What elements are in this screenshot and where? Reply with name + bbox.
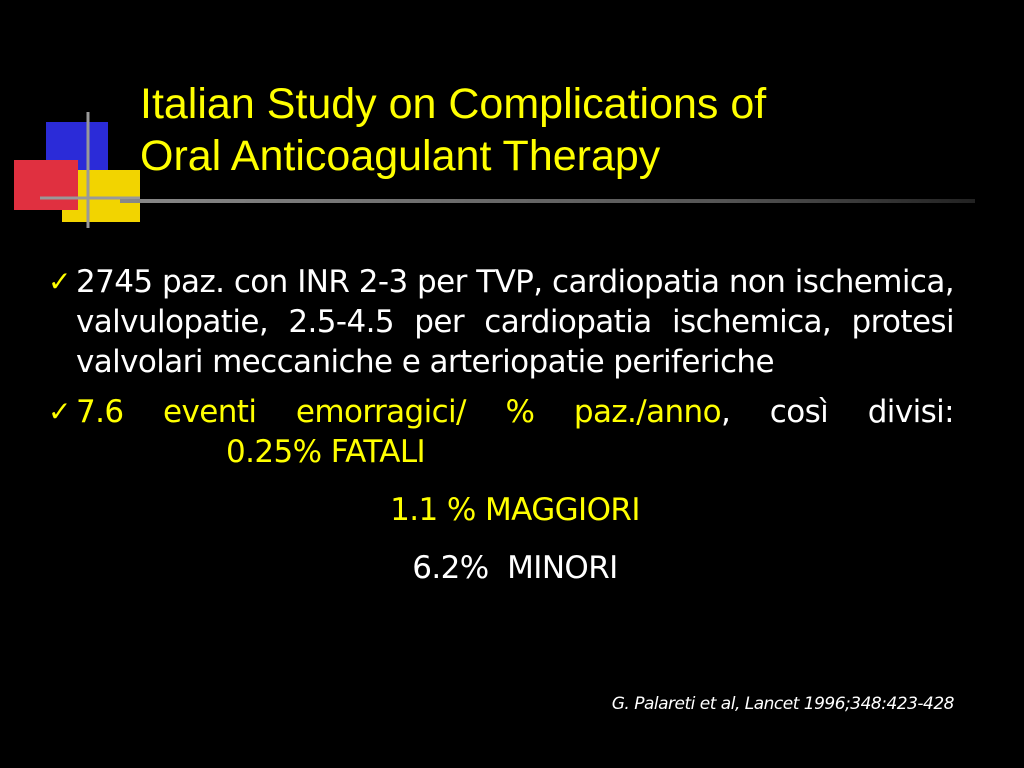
bullet-highlight: 7.6 eventi emorragici/ % paz./anno: [76, 394, 722, 430]
check-icon: ✓: [48, 265, 71, 298]
bullet: ✓ 2745 paz. con INR 2-3 per TVP, cardiop…: [48, 262, 955, 382]
title: Italian Study on Complications of Oral A…: [140, 78, 766, 182]
sub-item: 0.25% FATALI: [226, 434, 426, 470]
bullet: ✓ 7.6 eventi emorragici/ % paz./anno, co…: [48, 392, 955, 472]
bullet-text: 2745 paz. con INR 2-3 per TVP, cardiopat…: [76, 264, 955, 380]
title-line: Oral Anticoagulant Therapy: [140, 132, 661, 180]
logo: [14, 112, 140, 228]
sub-item: 1.1 % MAGGIORI: [390, 492, 640, 528]
citation: G. Palareti et al, Lancet 1996;348:423-4…: [611, 694, 955, 714]
sub-item: 6.2% MINORI: [412, 550, 618, 586]
content: ✓ 2745 paz. con INR 2-3 per TVP, cardiop…: [48, 262, 955, 588]
title-line: Italian Study on Complications of: [140, 80, 767, 128]
title-rule: [120, 199, 975, 203]
logo-red: [14, 160, 78, 210]
bullet-text: , così divisi:: [720, 394, 955, 430]
check-icon: ✓: [48, 395, 71, 428]
